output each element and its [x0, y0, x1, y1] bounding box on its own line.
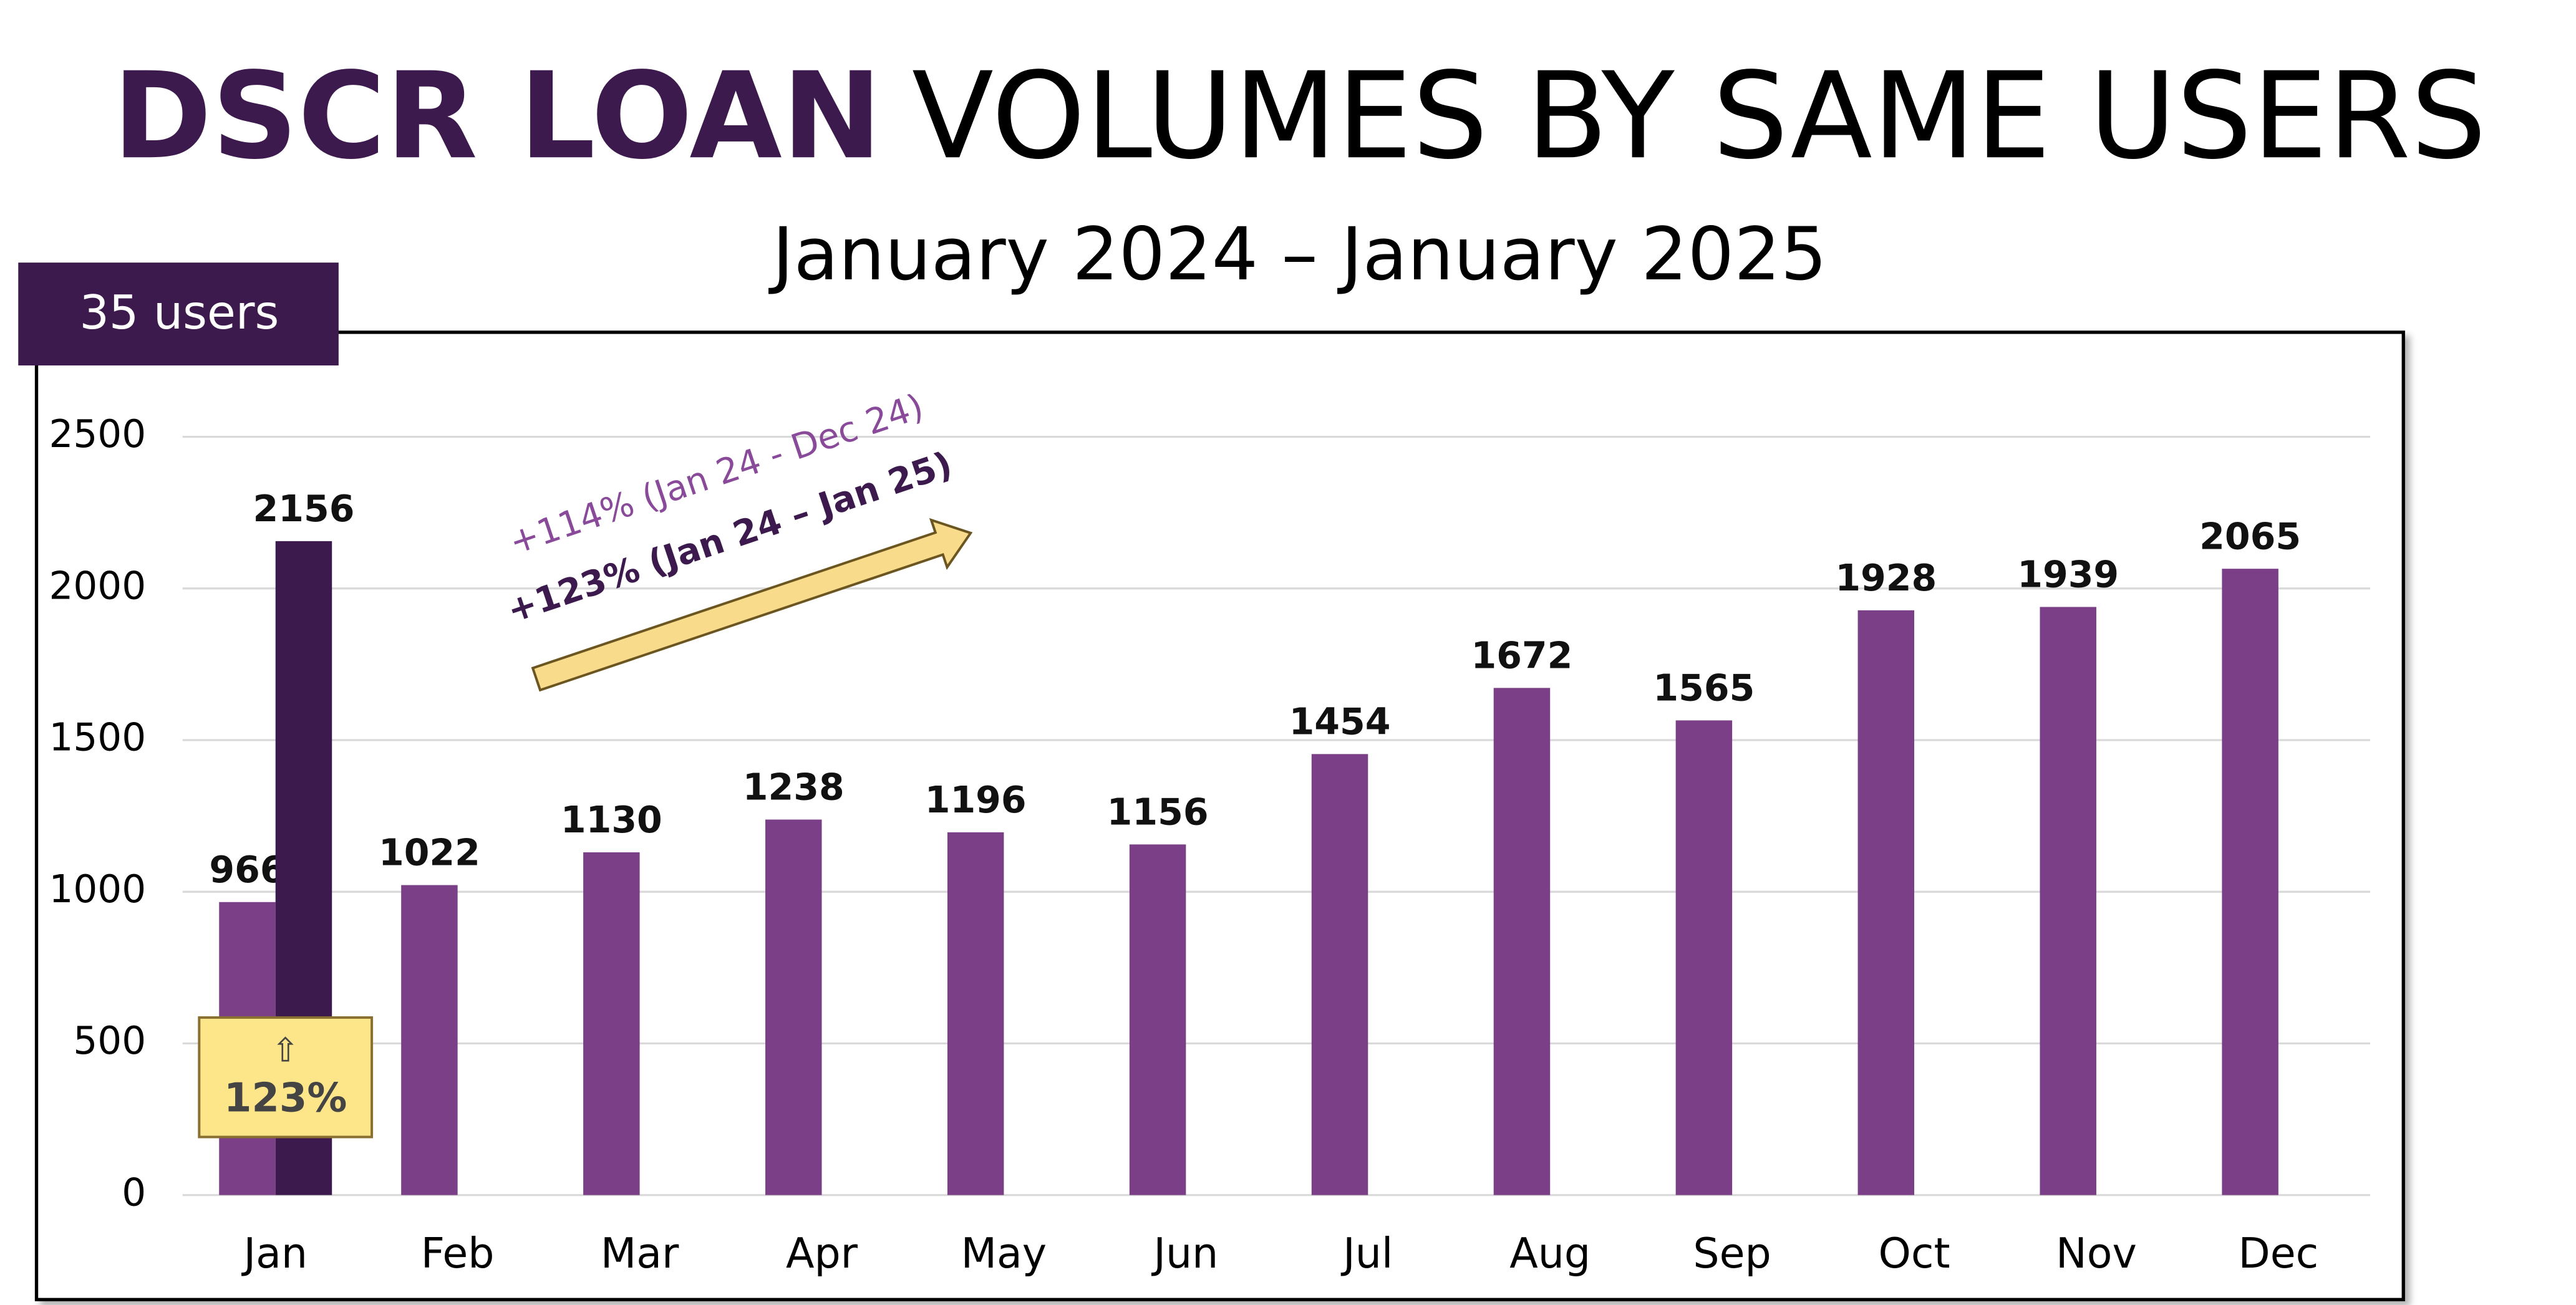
y-tick-label: 1000: [49, 867, 146, 912]
bar: [401, 885, 458, 1195]
x-tick-label: Sep: [1693, 1229, 1771, 1278]
value-label: 2065: [2199, 515, 2301, 557]
x-tick-label: Mar: [601, 1229, 679, 1278]
callout-box: [198, 1016, 374, 1139]
x-tick-label: Aug: [1509, 1229, 1591, 1278]
y-tick-label: 0: [122, 1170, 146, 1215]
arrow-shape: [531, 518, 973, 692]
value-label: 1238: [743, 766, 845, 809]
bar: [1311, 754, 1368, 1195]
callout-text: 123%: [224, 1076, 347, 1122]
value-label: 966: [209, 849, 285, 891]
x-tick-label: Apr: [786, 1229, 858, 1278]
value-label: 1565: [1653, 667, 1755, 710]
value-label: 1939: [2017, 554, 2119, 596]
bar: [1675, 720, 1733, 1195]
value-label: 2156: [253, 488, 355, 530]
callout-icon: ⇧: [271, 1031, 299, 1069]
x-tick-label: Oct: [1879, 1229, 1950, 1278]
bar: [583, 852, 640, 1195]
x-tick-label: Dec: [2239, 1229, 2319, 1278]
y-tick-label: 1500: [49, 716, 146, 760]
value-label: 1022: [379, 832, 480, 874]
title-emphasis: DSCR LOAN: [113, 47, 882, 186]
bar: [1857, 610, 1915, 1195]
bar: [1493, 688, 1551, 1195]
value-label: 1196: [925, 779, 1027, 821]
plot: 0 500 1000 1500 2000 2500 Jan 966 2156 Feb 1022 Mar…: [49, 412, 2371, 1278]
x-tick-label: May: [961, 1229, 1047, 1278]
value-label: 1672: [1471, 635, 1572, 677]
chart-title: DSCR LOAN VOLUMES BY SAME USERS: [113, 47, 2487, 186]
bar: [1129, 844, 1186, 1195]
x-tick-label: Feb: [421, 1229, 495, 1278]
badge: 35 users: [79, 286, 279, 340]
x-tick-label: Jun: [1151, 1229, 1218, 1278]
x-tick-label: Nov: [2056, 1229, 2137, 1278]
subtitle: January 2024 – January 2025: [768, 211, 1827, 297]
value-label: 1156: [1107, 791, 1209, 834]
x-tick-label: Jan: [241, 1229, 307, 1278]
value-label: 1130: [561, 799, 662, 841]
bar: [2040, 607, 2096, 1195]
bar: [765, 819, 822, 1195]
trend-arrow: [531, 518, 973, 692]
value-label: 1928: [1835, 557, 1937, 599]
badge-box: [18, 262, 339, 366]
x-tick-label: Jul: [1340, 1229, 1393, 1278]
value-label: 1454: [1289, 701, 1391, 743]
y-tick-label: 2000: [49, 564, 146, 608]
y-tick-label: 2500: [49, 412, 146, 456]
title-text: VOLUMES BY SAME USERS: [912, 47, 2487, 186]
bar: [2222, 569, 2278, 1195]
bar: [947, 832, 1004, 1195]
y-tick-label: 500: [73, 1019, 146, 1063]
